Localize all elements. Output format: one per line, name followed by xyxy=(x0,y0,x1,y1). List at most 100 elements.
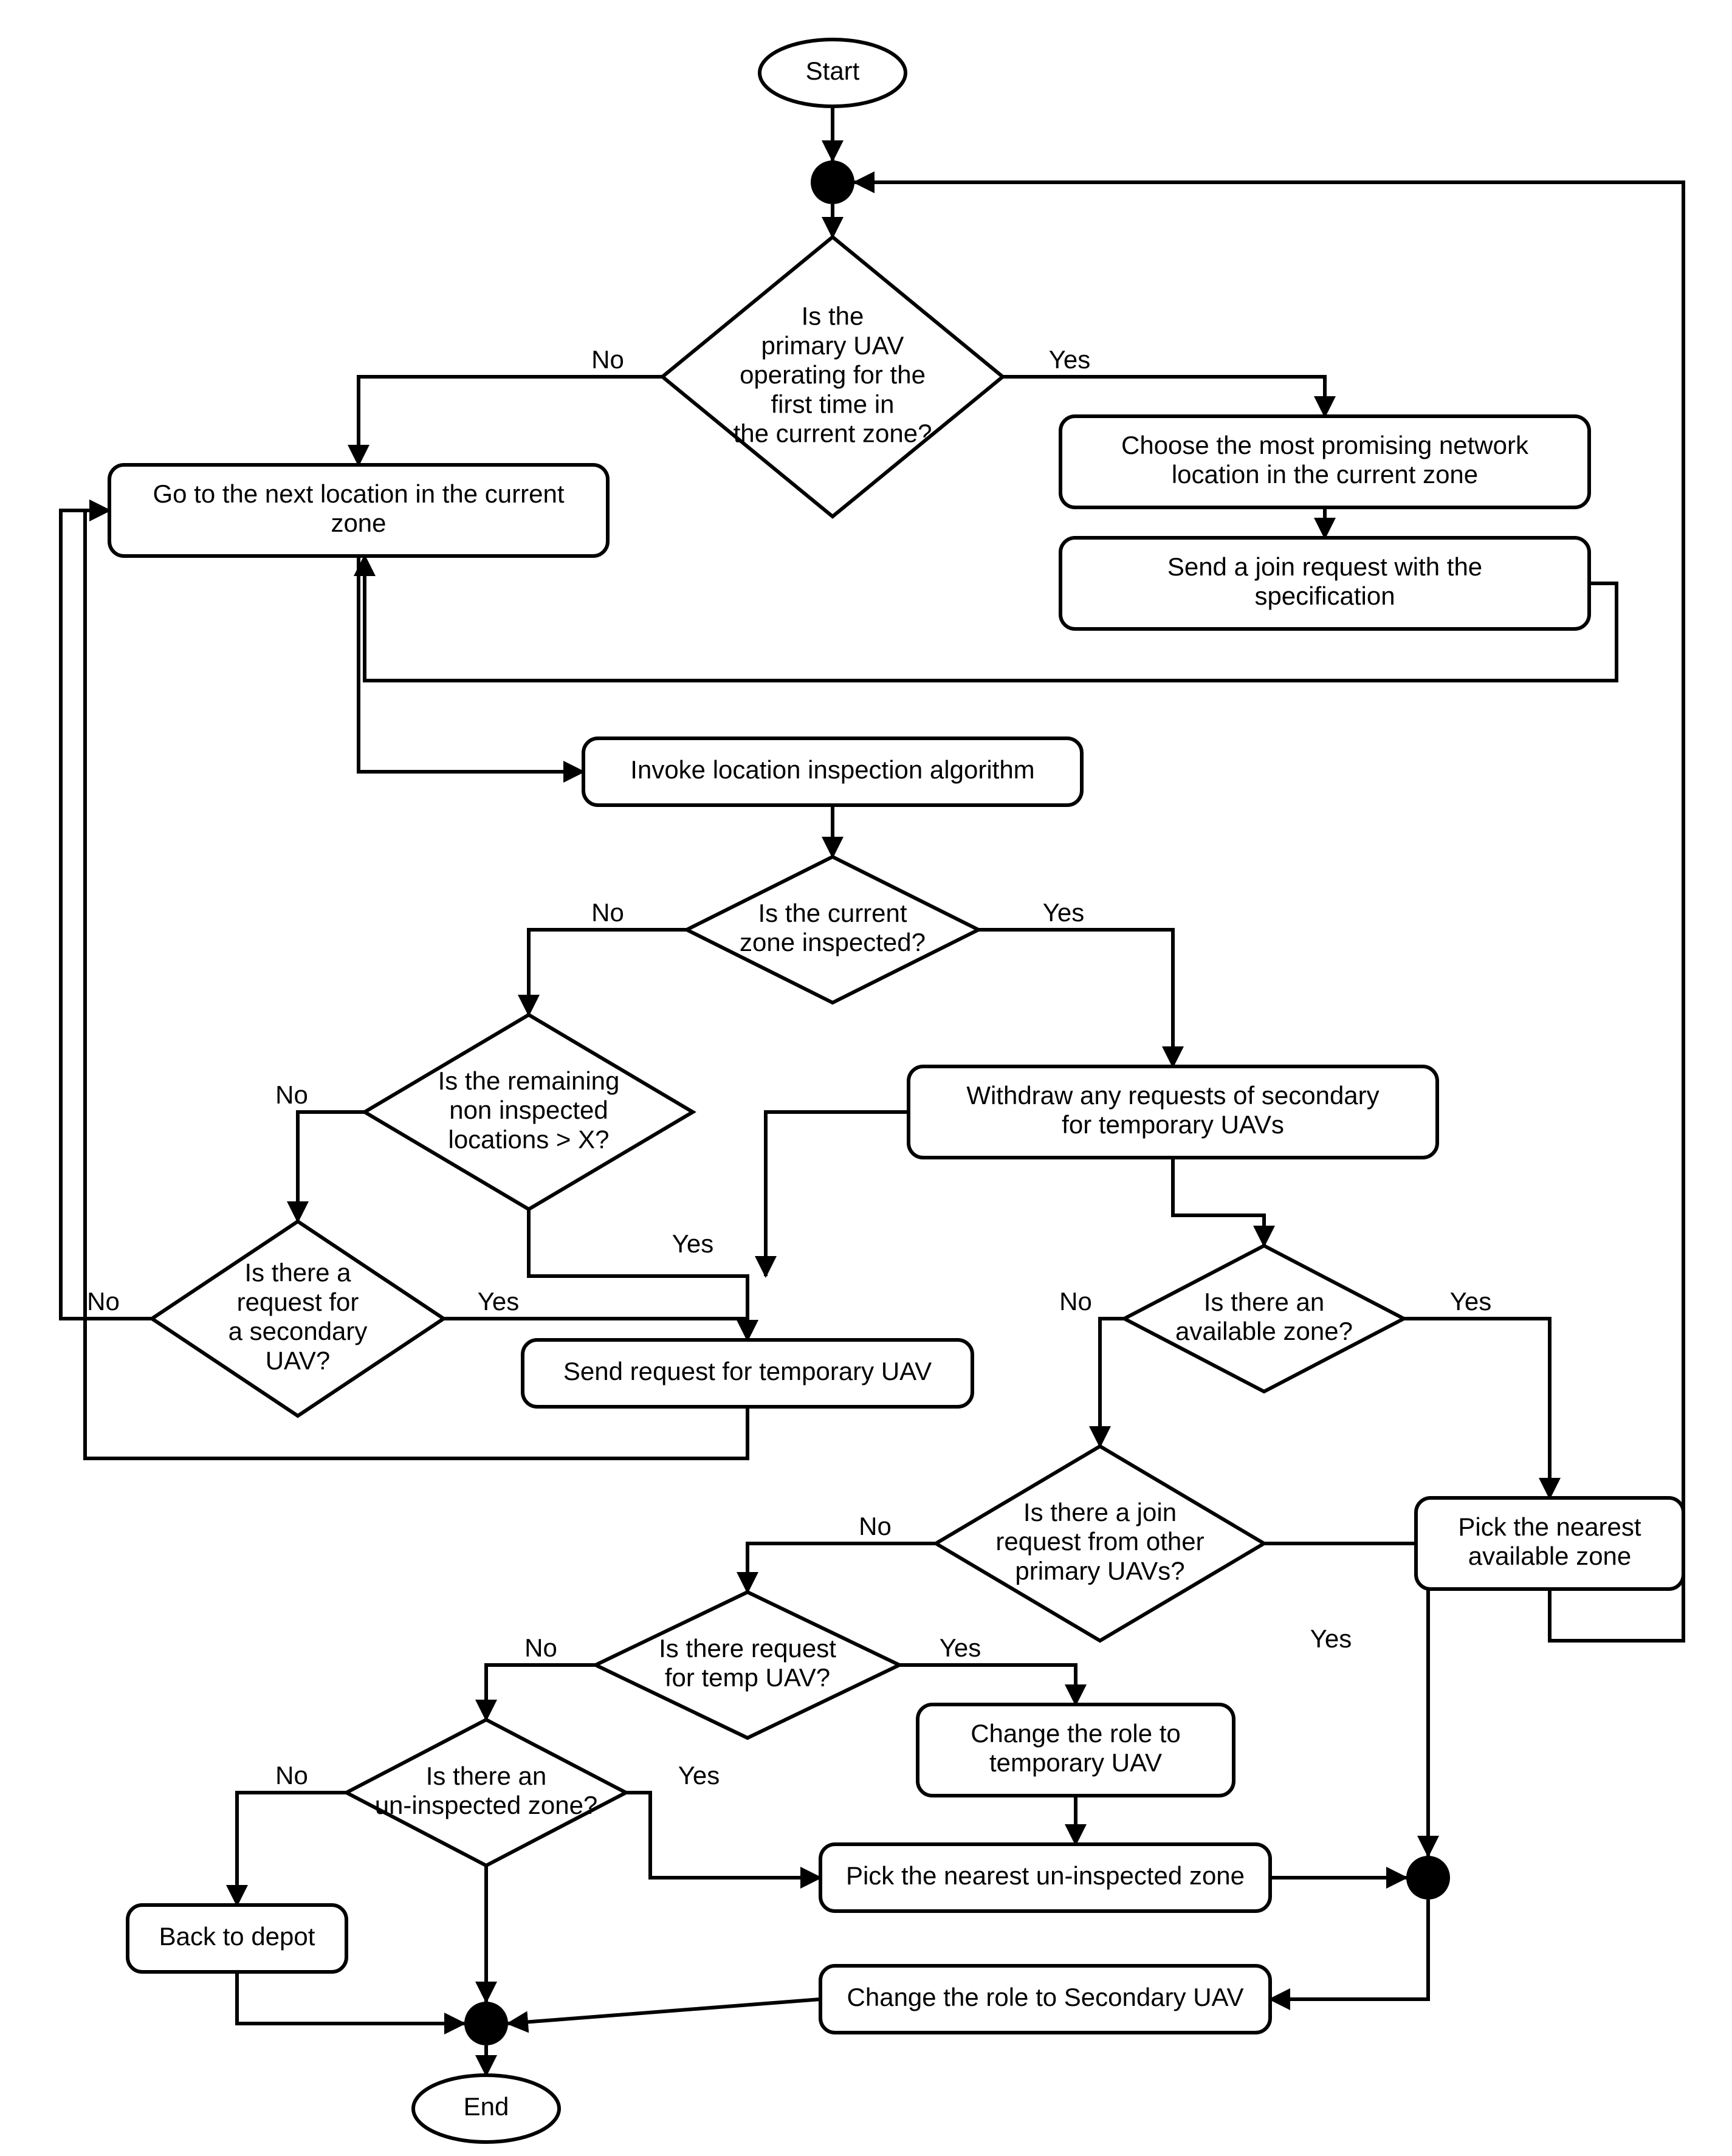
edge xyxy=(766,1112,909,1276)
edge-label: Yes xyxy=(1049,345,1091,374)
node-dot_top xyxy=(811,160,854,204)
node-text-line: primary UAVs? xyxy=(1015,1556,1184,1585)
edge xyxy=(1270,1900,1428,1999)
node-text-line: Is the remaining xyxy=(438,1066,620,1095)
edge-label: Yes xyxy=(940,1633,981,1662)
edge-label: No xyxy=(275,1761,308,1790)
node-text-line: request from other xyxy=(995,1527,1204,1556)
node-text-line: zone xyxy=(331,509,386,537)
node-text-line: available zone? xyxy=(1175,1317,1353,1345)
node-d_uninsp: Is there anun-inspected zone? xyxy=(346,1720,626,1866)
node-p_pickuninsp: Pick the nearest un-inspected zone xyxy=(820,1844,1270,1911)
node-d_joinreq: Is there a joinrequest from otherprimary… xyxy=(936,1446,1264,1641)
edge xyxy=(747,1543,936,1592)
node-p_sendjoin: Send a join request with thespecificatio… xyxy=(1060,538,1589,629)
edge xyxy=(854,182,1683,1641)
node-text-line: Start xyxy=(806,57,860,85)
node-text-line: Send request for temporary UAV xyxy=(563,1357,932,1385)
node-text-line: Is the xyxy=(802,301,864,330)
node-text-line: for temporary UAVs xyxy=(1062,1110,1284,1139)
node-text-line: Change the role to xyxy=(971,1719,1181,1748)
node-p_withdraw: Withdraw any requests of secondaryfor te… xyxy=(909,1066,1437,1158)
node-d_inspected: Is the currentzone inspected? xyxy=(687,857,978,1003)
edge xyxy=(359,377,559,465)
node-text-line: Send a join request with the xyxy=(1167,552,1482,581)
node-text-line: zone inspected? xyxy=(740,928,926,956)
node-text-line: Is there an xyxy=(426,1762,546,1790)
edge-label: Yes xyxy=(1310,1624,1352,1653)
node-text-line: Pick the nearest xyxy=(1458,1512,1641,1541)
edge xyxy=(1173,1158,1264,1246)
node-text-line: Invoke location inspection algorithm xyxy=(630,755,1034,784)
edge xyxy=(978,930,1173,1066)
edge xyxy=(237,1972,464,2024)
edge xyxy=(529,930,687,1015)
node-d_reqsec: Is there arequest fora secondaryUAV? xyxy=(152,1221,444,1416)
edge xyxy=(626,1793,820,1878)
node-text-line: locations > X? xyxy=(448,1125,609,1153)
node-p_invoke: Invoke location inspection algorithm xyxy=(583,738,1082,805)
edge xyxy=(1264,1543,1428,1856)
node-p_changesec: Change the role to Secondary UAV xyxy=(820,1966,1270,2033)
edge-label: No xyxy=(275,1080,308,1109)
node-text-line: for temp UAV? xyxy=(665,1663,830,1692)
edge xyxy=(1100,1319,1124,1446)
edge-label: Yes xyxy=(1043,898,1085,927)
edge xyxy=(444,1319,747,1340)
node-text-line: Is there request xyxy=(659,1634,836,1663)
node-dot_bottom xyxy=(464,2002,508,2045)
node-text-line: available zone xyxy=(1468,1542,1632,1570)
node-p_changetemp: Change the role totemporary UAV xyxy=(918,1705,1234,1796)
nodes-layer: StartIs theprimary UAVoperating for thef… xyxy=(109,39,1683,2142)
edge xyxy=(298,1112,365,1221)
node-text-line: Is there a join xyxy=(1023,1498,1177,1526)
node-d_availzone: Is there anavailable zone? xyxy=(1124,1246,1404,1392)
node-text-line: Is there a xyxy=(244,1258,351,1287)
node-text-line: un-inspected zone? xyxy=(375,1791,598,1819)
node-p_goto_next: Go to the next location in the currentzo… xyxy=(109,465,608,556)
node-p_backdepot: Back to depot xyxy=(128,1905,346,1972)
edge-label: Yes xyxy=(678,1761,720,1790)
node-text-line: non inspected xyxy=(449,1096,608,1124)
node-p_picknear: Pick the nearestavailable zone xyxy=(1416,1498,1683,1589)
edge xyxy=(508,1999,820,2024)
node-text-line: End xyxy=(464,2092,509,2121)
node-text-line: Is there an xyxy=(1204,1288,1324,1316)
node-text-line: Choose the most promising network xyxy=(1121,431,1529,459)
edge-label: No xyxy=(859,1512,892,1540)
node-text-line: Back to depot xyxy=(159,1922,315,1951)
edge xyxy=(486,1665,596,1720)
node-text-line: Withdraw any requests of secondary xyxy=(966,1081,1379,1110)
edge xyxy=(61,510,152,1319)
edge-label: Yes xyxy=(478,1287,520,1316)
edge-label: No xyxy=(87,1287,120,1316)
node-text-line: primary UAV xyxy=(761,331,904,360)
edge-label: No xyxy=(1059,1287,1092,1316)
edge xyxy=(237,1793,346,1905)
node-text-line: first time in xyxy=(771,390,894,418)
node-text-line: the current zone? xyxy=(734,419,932,448)
node-dot_right xyxy=(1406,1856,1450,1900)
node-text-line: Is the current xyxy=(758,899,907,927)
node-text-line: Pick the nearest un-inspected zone xyxy=(846,1861,1245,1890)
edge-label: Yes xyxy=(672,1229,714,1258)
node-text-line: a secondary xyxy=(229,1317,368,1345)
edge-label: No xyxy=(524,1633,557,1662)
node-p_choose: Choose the most promising networklocatio… xyxy=(1060,416,1589,507)
flowchart-canvas: No Yes No Yes No Yes Yes No Yes No No Yes No Yes No Yes… xyxy=(0,0,1732,2156)
edge xyxy=(1003,377,1325,416)
node-text-line: request for xyxy=(237,1288,359,1316)
node-end: End xyxy=(413,2075,559,2142)
node-text-line: UAV? xyxy=(266,1347,331,1375)
edge-label: Yes xyxy=(1450,1287,1492,1316)
edge-label: No xyxy=(591,345,624,374)
node-text-line: temporary UAV xyxy=(989,1748,1162,1777)
node-text-line: specification xyxy=(1254,582,1395,610)
node-d_remaining: Is the remainingnon inspectedlocations >… xyxy=(365,1015,693,1209)
edge-label: No xyxy=(591,898,624,927)
node-start: Start xyxy=(760,39,906,106)
node-text-line: Go to the next location in the current xyxy=(153,479,564,508)
node-text-line: Change the role to Secondary UAV xyxy=(847,1983,1244,2011)
node-text-line: operating for the xyxy=(740,360,926,389)
node-text-line: location in the current zone xyxy=(1172,460,1478,489)
